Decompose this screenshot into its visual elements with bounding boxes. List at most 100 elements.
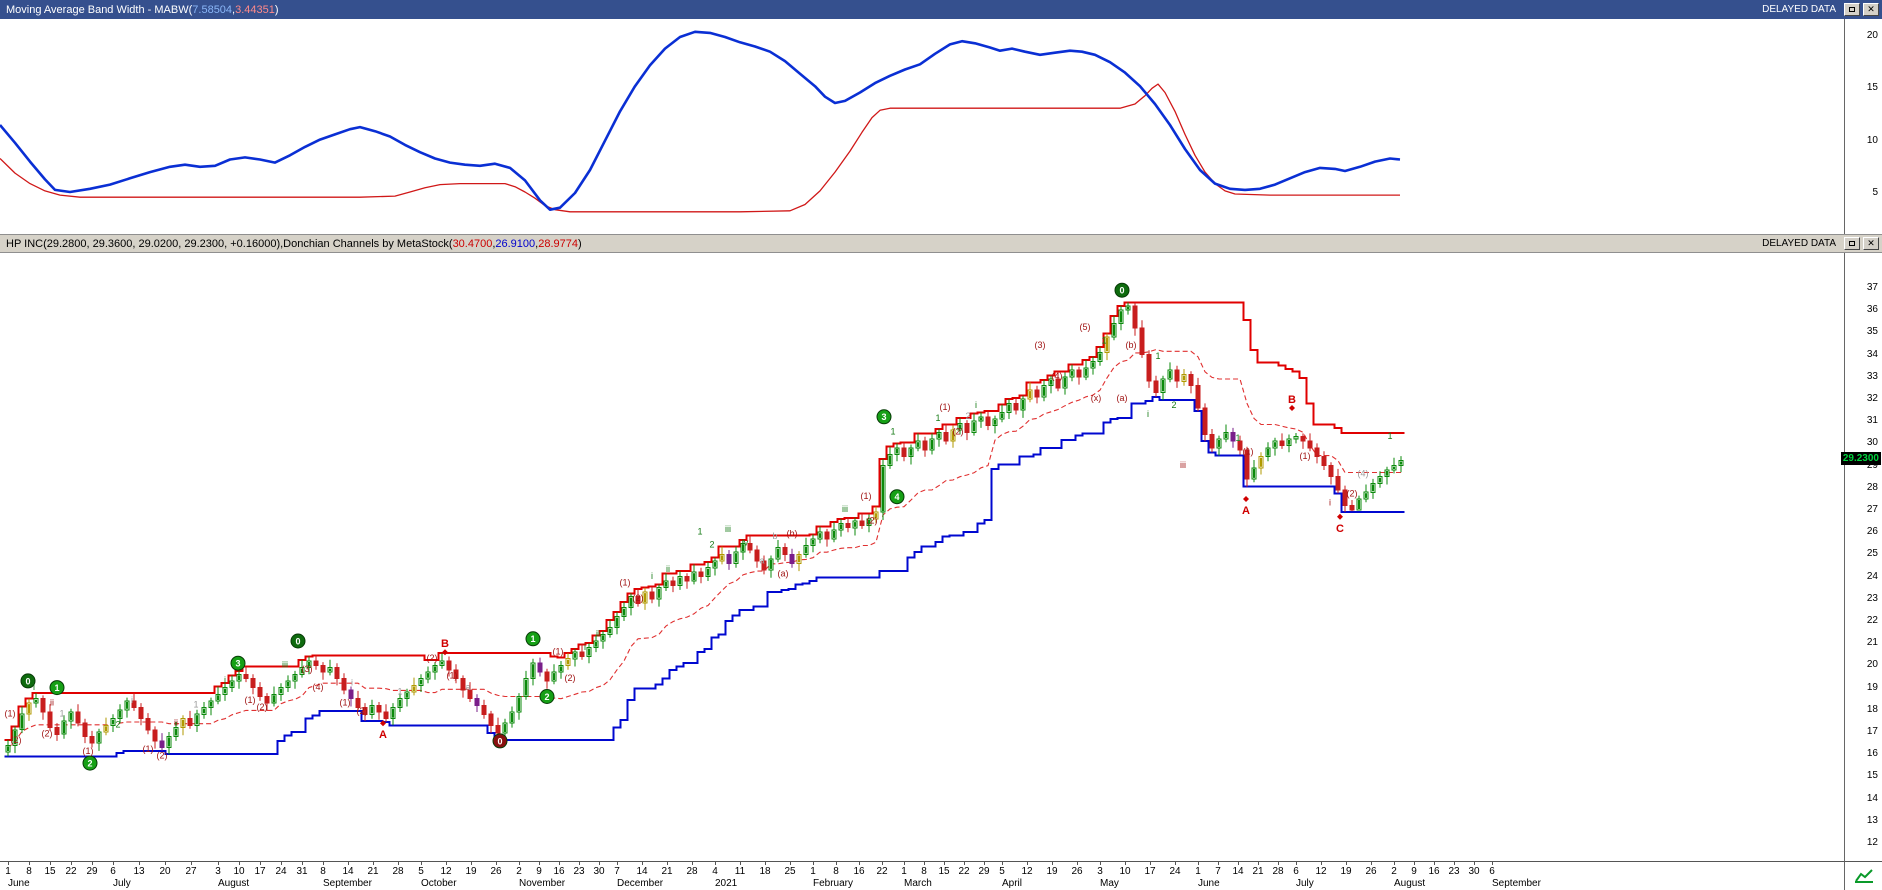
axis-tick — [1278, 862, 1279, 865]
date-label: 31 — [296, 866, 308, 877]
price-scale-label: 20 — [1866, 659, 1878, 671]
indicator-price-scale[interactable]: 20 15 10 5 — [1844, 19, 1882, 234]
axis-tick — [92, 862, 93, 865]
wave-text-label: 2 — [709, 540, 714, 550]
month-label: 2021 — [715, 878, 738, 889]
restore-pane-button[interactable] — [1844, 237, 1860, 250]
wave-text-label: iii — [725, 524, 731, 534]
axis-tick — [1371, 862, 1372, 865]
axis-tick — [740, 862, 741, 865]
date-label: 8 — [320, 866, 326, 877]
axis-tick — [964, 862, 965, 865]
axis-tick — [8, 862, 9, 865]
wave-text-label: 2 — [1171, 400, 1176, 410]
date-label: 26 — [1365, 866, 1377, 877]
close-pane-button[interactable]: ✕ — [1863, 3, 1879, 16]
date-label: 17 — [1144, 866, 1156, 877]
price-scale-label: 15 — [1866, 770, 1878, 782]
date-label: 21 — [367, 866, 379, 877]
wave-circle-annotation: 3 — [876, 409, 892, 425]
wave-circle-annotation: 0 — [290, 633, 306, 649]
wave-text-label: (1) — [447, 671, 458, 681]
date-label: 16 — [1428, 866, 1440, 877]
svg-text:3: 3 — [881, 412, 886, 422]
donchian-mid-line — [7, 349, 1401, 749]
price-pane-header[interactable]: HP INC (29.2800, 29.3600, 29.0200, 29.23… — [0, 234, 1882, 253]
date-label: 10 — [1119, 866, 1131, 877]
price-scale-label: 24 — [1866, 570, 1878, 582]
axis-tick — [50, 862, 51, 865]
axis-tick — [944, 862, 945, 865]
ohlc-values: (29.2800, 29.3600, 29.0200, 29.2300, +0.… — [43, 237, 284, 250]
date-label: 24 — [1169, 866, 1181, 877]
wave-text-label: 1 — [59, 709, 64, 719]
price-chart-canvas[interactable]: 01230012340ABABC(1)(2)i(2)ii1(1)2i(1)(2)… — [0, 253, 1844, 861]
indicator-pane-header[interactable]: Moving Average Band Width - MABW (7.5850… — [0, 0, 1882, 19]
date-label: 28 — [1272, 866, 1284, 877]
wave-text-label: i — [224, 675, 226, 685]
date-label: 14 — [636, 866, 648, 877]
date-label: 24 — [275, 866, 287, 877]
price-pane[interactable]: 0 1 2 3 0 0 1 2 3 4 0 A B A B C (1) (2) i (2) ii 1 (1) 2 i (1) (2)… — [0, 253, 1882, 861]
close-icon: ✕ — [1867, 4, 1875, 14]
month-label: November — [519, 878, 566, 889]
wave-text-label: (1) — [83, 746, 94, 756]
date-label: 7 — [614, 866, 620, 877]
axis-tick — [1027, 862, 1028, 865]
wave-text-label: a — [465, 682, 470, 692]
wave-text-label: (1) — [1300, 451, 1311, 461]
axis-tick — [1492, 862, 1493, 865]
mabw-chart-canvas[interactable] — [0, 19, 1844, 234]
axis-tick — [692, 862, 693, 865]
date-label: 9 — [1411, 866, 1417, 877]
date-label: 13 — [133, 866, 145, 877]
donchian-mid-value: 28.9774 — [538, 237, 578, 250]
wave-text-label: 2 — [115, 720, 120, 730]
axis-tick — [239, 862, 240, 865]
wave-text-label: (1) — [553, 646, 564, 656]
axis-tick — [1002, 862, 1003, 865]
date-label: 23 — [1448, 866, 1460, 877]
wave-text-label: i — [584, 642, 586, 652]
axis-tick — [1218, 862, 1219, 865]
price-scale-label: 31 — [1866, 415, 1878, 427]
wave-text-label: 1 — [397, 686, 402, 696]
svg-text:0: 0 — [497, 736, 502, 746]
axis-tick — [260, 862, 261, 865]
wave-text-label: iv — [742, 538, 749, 548]
price-scale[interactable]: 3736353433323130292827262524232221201918… — [1840, 253, 1882, 861]
month-label: September — [323, 878, 372, 889]
svg-text:A: A — [1242, 505, 1250, 517]
wave-text-label: 1 — [890, 427, 895, 437]
date-label: 6 — [1293, 866, 1299, 877]
study-sep-1: , — [492, 237, 496, 250]
wave-text-label: (1) — [245, 695, 256, 705]
last-price-tag: 29.2300 — [1840, 452, 1881, 466]
price-scale-label: 22 — [1866, 615, 1878, 626]
axis-tick — [904, 862, 905, 865]
wave-text-label: i — [1147, 409, 1149, 419]
donchian-upper-line — [4, 301, 1405, 741]
axis-tick — [496, 862, 497, 865]
abc-letter-annotation: B — [441, 638, 449, 656]
indicator-pane[interactable]: 20 15 10 5 — [0, 19, 1882, 234]
mabw-line-mabw-signal — [0, 83, 1400, 213]
restore-pane-button[interactable] — [1844, 3, 1860, 16]
wave-text-label: ii — [174, 717, 178, 727]
wave-text-label: 1 — [193, 700, 198, 710]
wave-text-label: ii — [596, 629, 600, 639]
svg-text:0: 0 — [1119, 286, 1124, 296]
date-label: 15 — [938, 866, 950, 877]
wave-text-label: (4) — [313, 682, 324, 692]
date-label: 29 — [86, 866, 98, 877]
wave-text-label: (2) — [953, 427, 964, 437]
price-scale-label: 35 — [1866, 326, 1878, 338]
wave-circle-annotation: 3 — [230, 655, 246, 671]
date-axis[interactable]: 1 8 15 22 29 6 13 20 27 3 10 17 24 31 8 14 21 28 5 12 19 26 2 9… — [0, 861, 1844, 890]
wave-text-label: (a) — [778, 569, 789, 579]
corner-chart-icon[interactable] — [1854, 868, 1874, 884]
indicator-scale-label: 15 — [1866, 82, 1878, 94]
axis-tick — [421, 862, 422, 865]
wave-text-label: ii — [666, 564, 670, 574]
close-pane-button[interactable]: ✕ — [1863, 237, 1879, 250]
